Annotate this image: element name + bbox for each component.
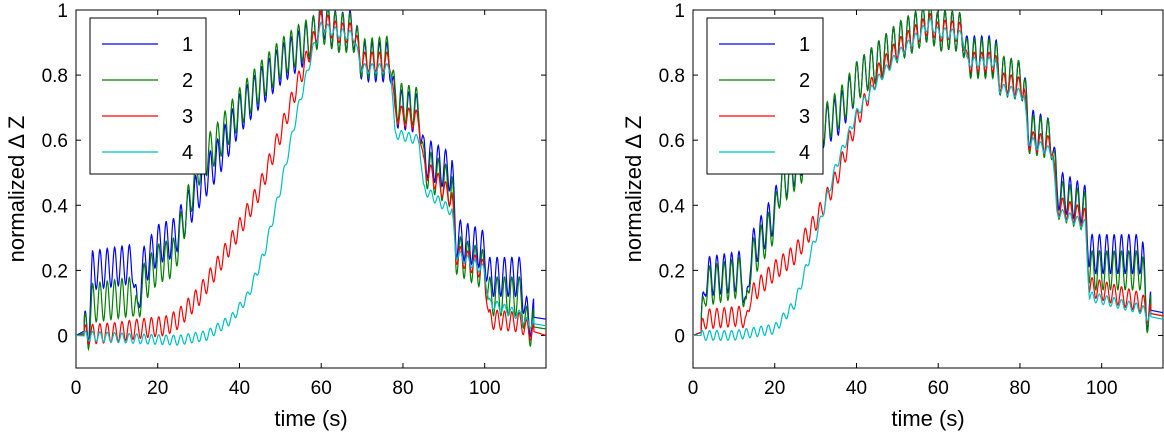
y-tick-label: 0.2 [659, 261, 685, 282]
series-line-3 [76, 10, 546, 345]
legend-label-2: 2 [182, 70, 193, 92]
series-line-2 [76, 10, 546, 352]
legend: 1 2 3 4 [89, 17, 207, 175]
x-tick-label: 40 [846, 378, 867, 399]
x-tick-label: 20 [147, 378, 168, 399]
x-tick-label: 100 [1086, 378, 1118, 399]
y-tick-label: 1 [674, 1, 685, 22]
legend-label-1: 1 [182, 34, 193, 56]
y-tick-label: 0 [674, 326, 685, 347]
legend-label-2: 2 [799, 70, 810, 92]
y-tick-label: 1 [57, 1, 68, 22]
series-group [693, 10, 1163, 342]
chart-panel-left: 0 20 40 60 80 100 0 0.2 0.4 0.6 0.8 1 time (s) normal… [4, 1, 547, 431]
chart-panel-right: 0 20 40 60 80 100 0 0.2 0.4 0.6 0.8 1 time (s) normal… [621, 1, 1164, 431]
legend-label-4: 4 [799, 142, 810, 164]
legend: 1 2 3 4 [706, 17, 824, 175]
y-tick-label: 0.6 [42, 131, 68, 152]
x-tick-label: 0 [688, 378, 699, 399]
y-tick-label: 0.4 [659, 196, 686, 217]
x-tick-label: 40 [229, 378, 250, 399]
y-tick-label: 0 [57, 326, 68, 347]
x-axis-label: time (s) [891, 406, 964, 431]
y-axis-label: normalized Δ Z [4, 116, 29, 263]
x-tick-label: 0 [71, 378, 82, 399]
y-tick-label: 0.4 [42, 196, 69, 217]
x-axis-label: time (s) [274, 406, 347, 431]
y-tick-label: 0.8 [42, 66, 68, 87]
y-tick-label: 0.6 [659, 131, 685, 152]
y-axis-label: normalized Δ Z [621, 116, 646, 263]
x-tick-label: 80 [392, 378, 413, 399]
legend-label-1: 1 [799, 34, 810, 56]
x-tick-label: 20 [764, 378, 785, 399]
y-tick-label: 0.8 [659, 66, 685, 87]
legend-label-4: 4 [182, 142, 193, 164]
legend-label-3: 3 [799, 106, 810, 128]
series-group [76, 10, 546, 352]
x-tick-label: 80 [1009, 378, 1030, 399]
x-tick-label: 60 [311, 378, 332, 399]
legend-label-3: 3 [182, 106, 193, 128]
y-tick-label: 0.2 [42, 261, 68, 282]
x-tick-label: 100 [469, 378, 501, 399]
series-line-4 [76, 21, 546, 346]
series-line-4 [693, 17, 1163, 342]
x-tick-label: 60 [928, 378, 949, 399]
